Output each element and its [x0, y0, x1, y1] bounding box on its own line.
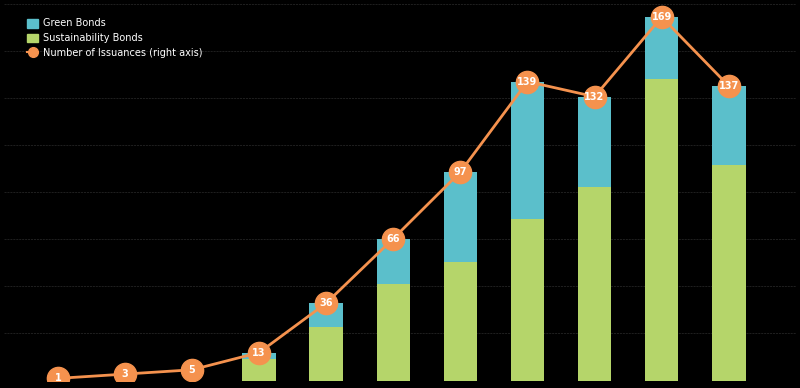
Text: 1: 1 [54, 373, 62, 383]
Bar [444, 262, 477, 381]
Text: 139: 139 [518, 76, 538, 87]
Text: 97: 97 [454, 167, 467, 177]
Bar [645, 17, 678, 80]
Text: 132: 132 [585, 92, 605, 102]
Bar [510, 81, 544, 219]
Legend: Green Bonds, Sustainability Bonds, Number of Issuances (right axis): Green Bonds, Sustainability Bonds, Numbe… [25, 17, 205, 60]
Bar [310, 303, 343, 327]
Text: 3: 3 [122, 369, 128, 379]
Text: 5: 5 [189, 365, 195, 375]
Bar [310, 327, 343, 381]
Bar [444, 172, 477, 262]
Bar [578, 187, 611, 381]
Bar [578, 97, 611, 187]
Bar [510, 219, 544, 381]
Bar [242, 353, 276, 359]
Text: 66: 66 [386, 234, 400, 244]
Bar [377, 284, 410, 381]
Bar [712, 165, 746, 381]
Text: 36: 36 [319, 298, 333, 308]
Bar [377, 239, 410, 284]
Text: 13: 13 [252, 348, 266, 358]
Bar [712, 86, 746, 165]
Text: 169: 169 [651, 12, 672, 22]
Bar [242, 359, 276, 381]
Text: 137: 137 [718, 81, 739, 91]
Bar [645, 80, 678, 381]
